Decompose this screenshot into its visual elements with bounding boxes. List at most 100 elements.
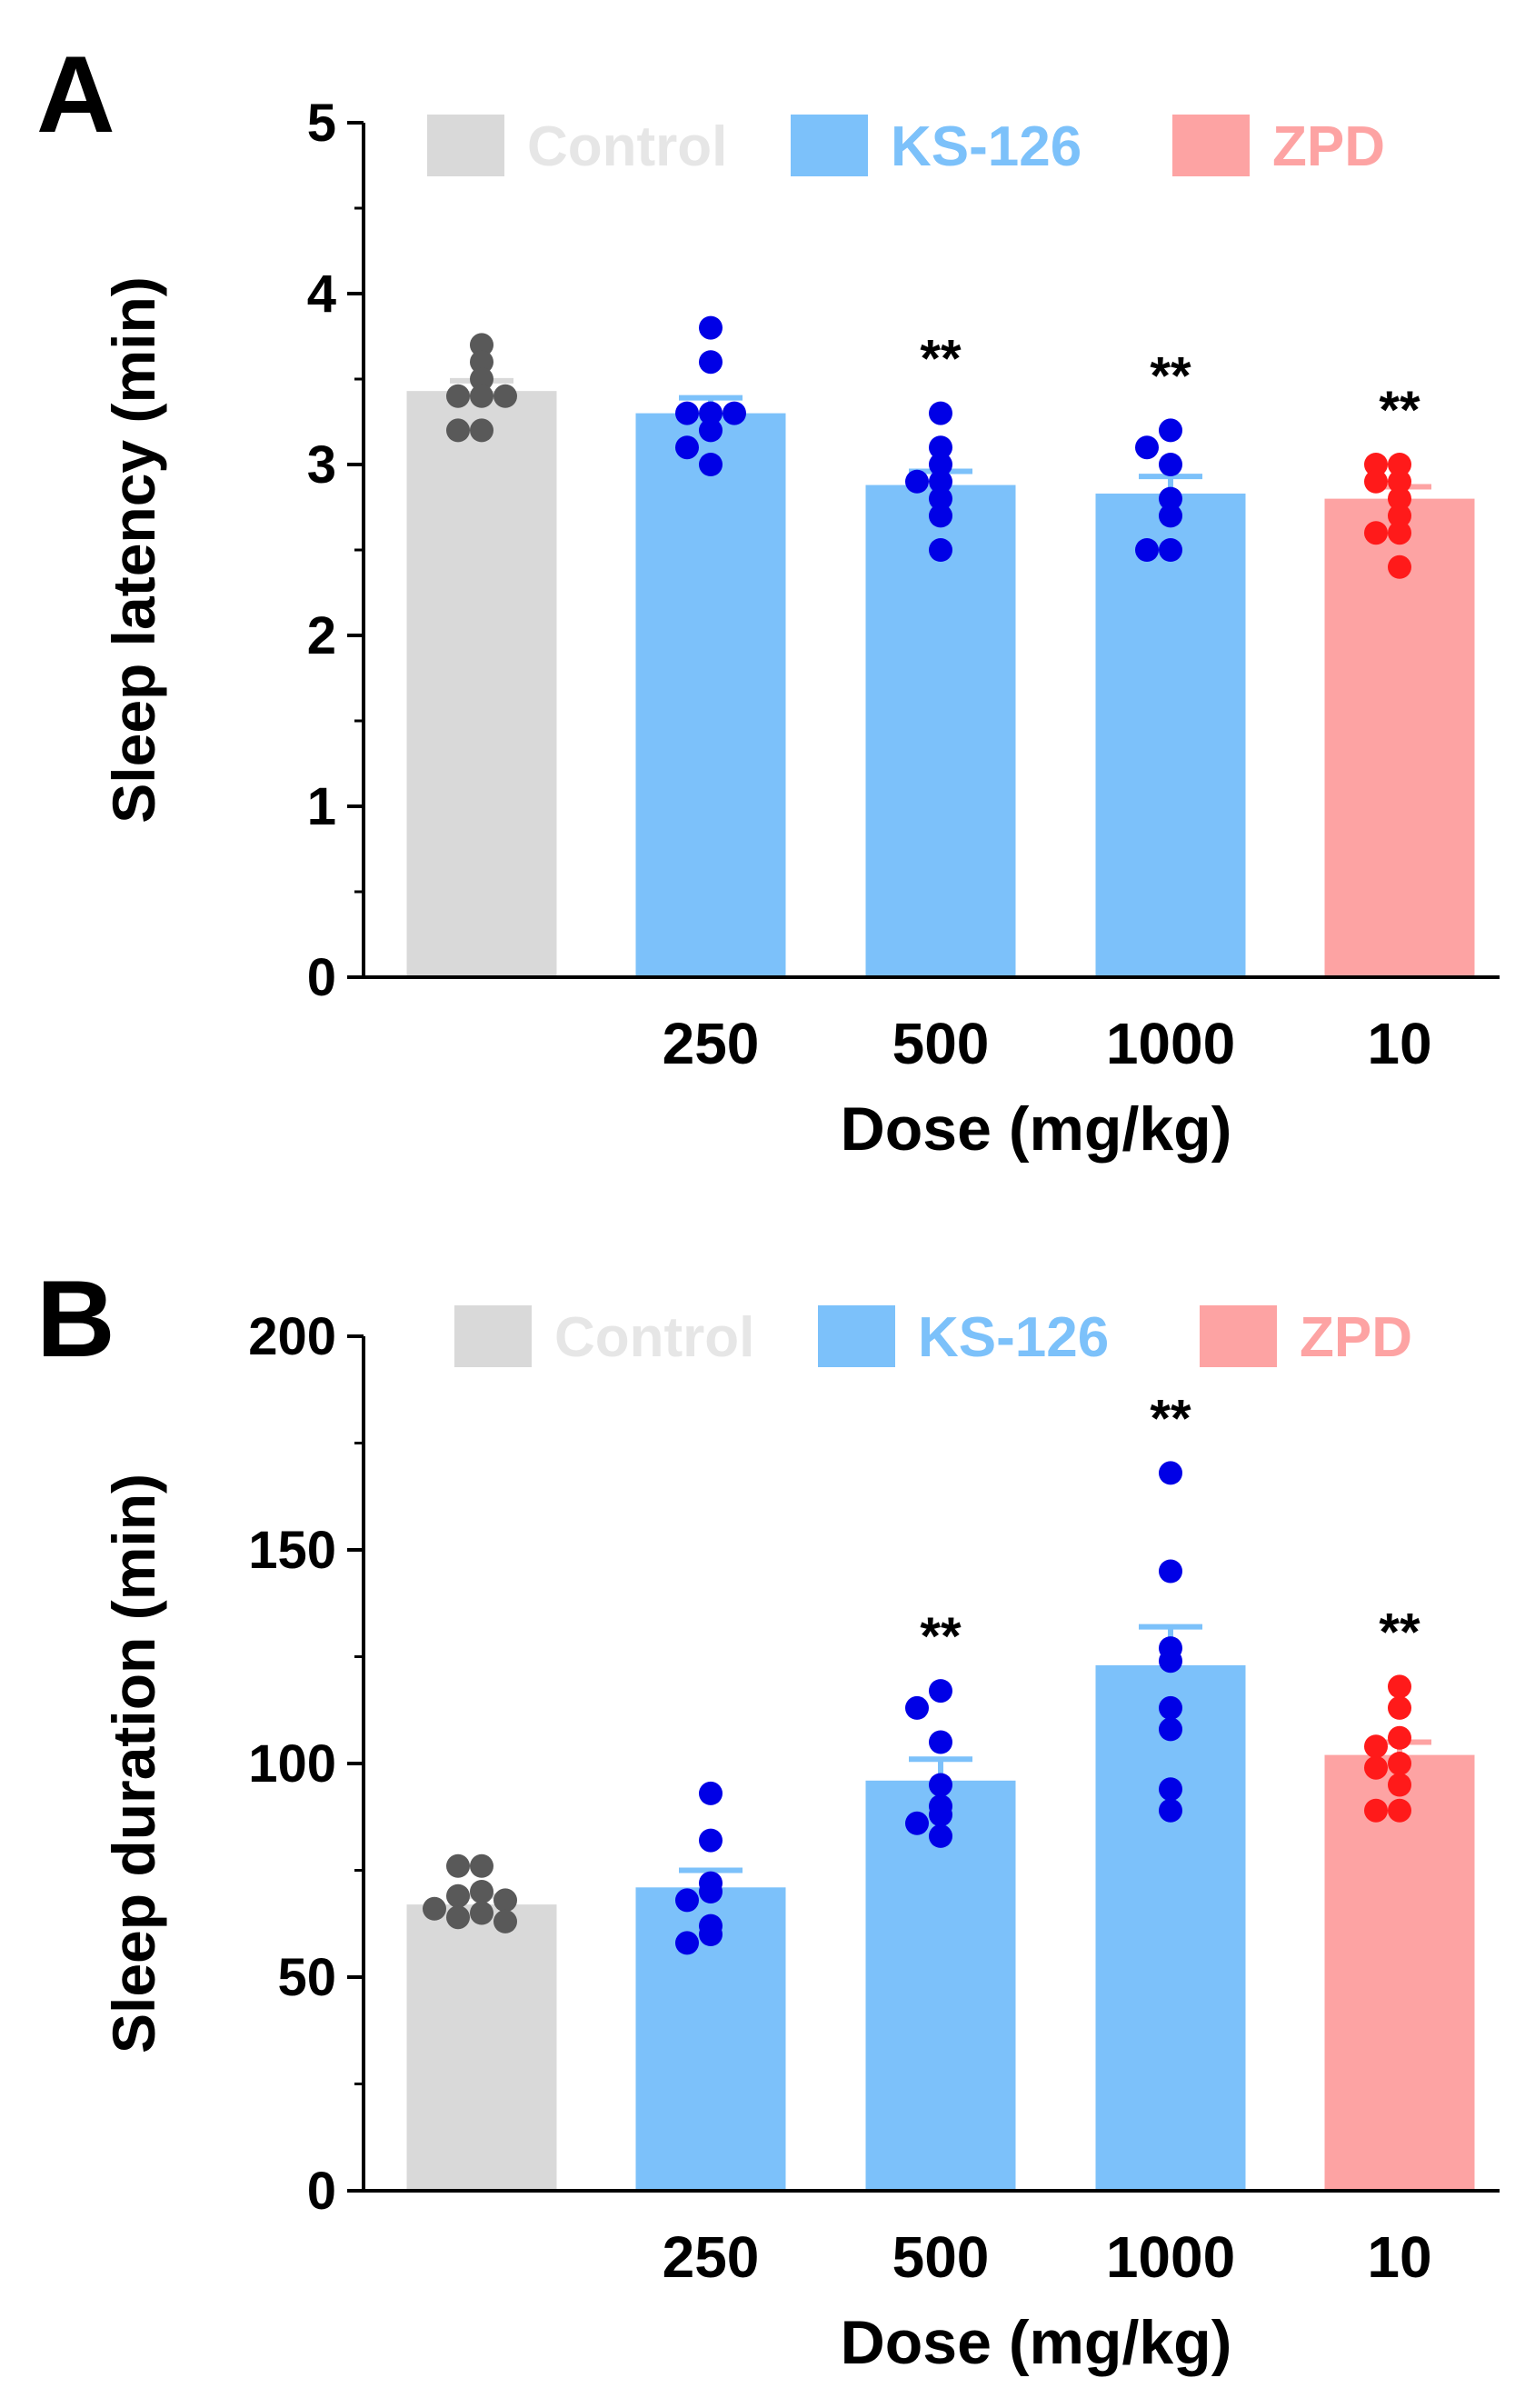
data-point bbox=[1364, 1734, 1388, 1759]
y-tick-label: 0 bbox=[307, 2162, 336, 2221]
significance-label: ** bbox=[920, 1607, 962, 1666]
bar-1 bbox=[635, 413, 786, 978]
legend-swatch bbox=[427, 115, 504, 176]
data-point bbox=[675, 1931, 699, 1955]
x-axis-title: Dose (mg/kg) bbox=[841, 1094, 1232, 1164]
data-point bbox=[1388, 1674, 1411, 1699]
y-tick-label: 2 bbox=[307, 606, 336, 665]
x-tick-label: 10 bbox=[1367, 2224, 1431, 2290]
data-point bbox=[1364, 1798, 1388, 1823]
significance-label: ** bbox=[1379, 381, 1420, 440]
data-point bbox=[1364, 469, 1388, 494]
data-point bbox=[699, 1828, 723, 1853]
data-point bbox=[699, 453, 723, 476]
bar-2 bbox=[865, 485, 1016, 977]
data-point bbox=[1388, 1725, 1411, 1750]
x-axis-title: Dose (mg/kg) bbox=[841, 2308, 1232, 2377]
y-tick-label: 4 bbox=[307, 265, 336, 324]
legend-label: ZPD bbox=[1272, 115, 1385, 178]
significance-label: ** bbox=[920, 330, 962, 389]
data-point bbox=[905, 1811, 929, 1835]
panel-b: B ** ** ** 0 50 100 150 200 250 500 1000 10 Dose (mg/… bbox=[36, 1258, 1500, 2377]
data-point bbox=[1159, 486, 1182, 511]
data-point bbox=[1388, 1695, 1411, 1720]
significance-label: ** bbox=[1150, 1389, 1191, 1448]
data-point bbox=[1388, 504, 1411, 528]
x-tick-label: 1000 bbox=[1106, 2224, 1235, 2290]
data-point bbox=[929, 538, 952, 562]
legend-label: ZPD bbox=[1300, 1306, 1412, 1369]
data-point bbox=[1388, 555, 1411, 579]
data-point bbox=[1159, 1461, 1182, 1485]
data-point bbox=[1388, 1798, 1411, 1823]
data-point bbox=[423, 1896, 446, 1921]
data-point bbox=[675, 401, 699, 425]
data-point bbox=[675, 1888, 699, 1913]
y-axis-title: Sleep latency (min) bbox=[100, 276, 167, 824]
data-point bbox=[1159, 418, 1182, 443]
data-point bbox=[446, 384, 470, 408]
data-point bbox=[675, 435, 699, 460]
bar-3 bbox=[1095, 493, 1246, 977]
y-tick-label: 1 bbox=[307, 777, 336, 836]
data-point bbox=[929, 1679, 952, 1704]
data-point bbox=[1159, 1717, 1182, 1742]
y-tick-label: 50 bbox=[277, 1948, 336, 2007]
data-point bbox=[1388, 453, 1411, 476]
bar-2 bbox=[865, 1780, 1016, 2191]
y-tick-label: 150 bbox=[248, 1521, 336, 1580]
data-point bbox=[699, 1923, 723, 1946]
y-tick-label: 100 bbox=[248, 1734, 336, 1794]
data-point bbox=[929, 453, 952, 476]
data-point bbox=[1159, 1798, 1182, 1823]
legend-swatch bbox=[1200, 1305, 1277, 1367]
data-point bbox=[1388, 1752, 1411, 1775]
legend-label: Control bbox=[554, 1306, 754, 1369]
y-tick-label: 5 bbox=[307, 94, 336, 153]
data-point bbox=[446, 1905, 470, 1930]
x-tick-label: 1000 bbox=[1106, 1011, 1235, 1076]
data-point bbox=[929, 1773, 952, 1797]
panel-label: A bbox=[36, 34, 115, 155]
data-point bbox=[1364, 521, 1388, 545]
data-point bbox=[1364, 1755, 1388, 1780]
y-tick-label: 3 bbox=[307, 435, 336, 495]
legend-label: KS-126 bbox=[918, 1306, 1109, 1369]
bar-0 bbox=[406, 391, 557, 977]
data-point bbox=[1159, 538, 1182, 562]
y-tick-label: 0 bbox=[307, 948, 336, 1007]
data-point bbox=[470, 1901, 493, 1925]
data-point bbox=[470, 367, 493, 391]
data-point bbox=[1388, 469, 1411, 494]
data-point bbox=[1159, 504, 1182, 528]
data-point bbox=[1135, 538, 1159, 562]
data-point bbox=[470, 384, 493, 408]
x-tick-label: 500 bbox=[892, 2224, 990, 2290]
legend-swatch bbox=[791, 115, 868, 176]
data-point bbox=[470, 1880, 493, 1903]
y-tick-label: 200 bbox=[248, 1307, 336, 1366]
data-point bbox=[1159, 453, 1182, 476]
data-point bbox=[929, 401, 952, 425]
bar-0 bbox=[406, 1904, 557, 2191]
data-point bbox=[929, 1803, 952, 1827]
bar-4 bbox=[1324, 1754, 1475, 2191]
data-point bbox=[929, 1823, 952, 1848]
data-point bbox=[446, 418, 470, 443]
data-point bbox=[905, 1695, 929, 1720]
data-point bbox=[905, 469, 929, 494]
legend-label: KS-126 bbox=[891, 115, 1081, 178]
data-point bbox=[699, 315, 723, 340]
legend-label: Control bbox=[527, 115, 727, 178]
legend-swatch bbox=[1172, 115, 1250, 176]
data-point bbox=[1159, 1777, 1182, 1802]
data-point bbox=[470, 350, 493, 375]
data-point bbox=[1159, 1559, 1182, 1584]
data-point bbox=[699, 1880, 723, 1903]
data-point bbox=[929, 486, 952, 511]
data-point bbox=[929, 504, 952, 528]
data-point bbox=[699, 418, 723, 443]
significance-label: ** bbox=[1379, 1603, 1420, 1662]
data-point bbox=[446, 1883, 470, 1908]
